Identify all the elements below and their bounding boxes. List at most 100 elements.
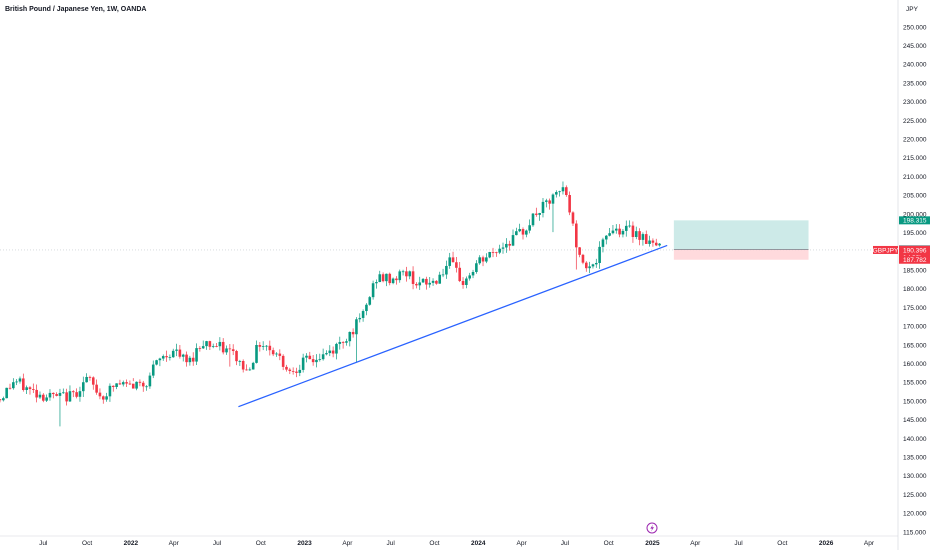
candle-body: [281, 355, 285, 367]
candle-body: [91, 377, 95, 385]
time-axis[interactable]: Jul Oct 2022 Apr Jul Oct 2023 Apr Jul Oct 2024 Apr J…: [0, 535, 898, 547]
candle-body: [375, 282, 378, 284]
candle-body: [88, 376, 92, 378]
candle-body: [125, 382, 128, 384]
candle-body: [411, 271, 415, 284]
price-tick-label: 180.000: [903, 286, 927, 293]
time-tick-label: Jul: [561, 540, 570, 547]
price-tick-label: 235.000: [903, 80, 927, 87]
price-tick-label: 250.000: [903, 24, 927, 31]
loss-zone[interactable]: [673, 249, 809, 260]
candle-body: [228, 348, 232, 350]
time-tick-label: Oct: [82, 540, 92, 547]
price-tick-label: 225.000: [903, 118, 927, 125]
candle-body: [385, 273, 388, 282]
candle-body: [634, 231, 638, 238]
candle-body: [315, 359, 318, 363]
candle-body: [371, 283, 375, 298]
candle-body: [501, 247, 505, 249]
candle-body: [594, 262, 598, 265]
candle-body: [301, 357, 305, 370]
candle-body: [405, 271, 408, 277]
candle-body: [268, 345, 272, 351]
candle-body: [255, 345, 258, 363]
candle-body: [68, 391, 72, 402]
candle-body: [521, 229, 525, 235]
candle-body: [465, 278, 468, 285]
candle-body: [215, 346, 218, 347]
price-tick-label: 215.000: [903, 155, 927, 162]
events-icon[interactable]: [646, 522, 658, 534]
candle-body: [5, 387, 8, 399]
candle-body: [161, 356, 165, 359]
candle-body: [608, 233, 611, 236]
candle-body: [568, 195, 571, 213]
candle-body: [508, 243, 511, 246]
candle-body: [318, 359, 322, 360]
candle-body: [644, 234, 648, 244]
candle-body: [628, 225, 631, 227]
chart-title: British Pound / Japanese Yen, 1W, OANDA: [5, 6, 146, 13]
candle-body: [128, 383, 132, 385]
candle-body: [614, 228, 618, 231]
candle-body: [548, 200, 551, 204]
candle-body: [601, 239, 605, 247]
candle-body: [61, 392, 65, 394]
candle-body: [338, 341, 342, 344]
long-position-tool[interactable]: [673, 220, 809, 260]
candle-body: [311, 359, 315, 363]
candle-body: [481, 257, 485, 262]
time-tick-label: Jul: [39, 540, 48, 547]
price-tick-label: 175.000: [903, 305, 927, 312]
candle-body: [584, 262, 588, 269]
candle-body: [418, 282, 422, 286]
candle-body: [431, 280, 435, 283]
candle-body: [441, 274, 445, 276]
candle-body: [581, 254, 585, 263]
candle-body: [28, 387, 32, 390]
time-tick-label: 2022: [124, 540, 139, 547]
candle-body: [551, 194, 555, 204]
symbol-tag: GBPJPY: [873, 245, 899, 254]
time-tick-label: Apr: [342, 540, 353, 547]
price-tick-label: 140.000: [903, 436, 927, 443]
time-tick-label: 2025: [645, 540, 660, 547]
candle-body: [71, 391, 75, 393]
price-tick-label: 135.000: [903, 454, 927, 461]
candle-body: [2, 398, 5, 401]
candle-body: [555, 192, 558, 195]
candle-body: [208, 341, 212, 347]
time-tick-label: Jul: [734, 540, 743, 547]
lightning-icon: [650, 524, 654, 532]
profit-zone[interactable]: [673, 220, 809, 250]
candle-body: [365, 304, 368, 312]
candle-body: [101, 396, 105, 400]
candle-body: [168, 357, 172, 359]
candle-body: [238, 361, 242, 362]
candle-body: [22, 378, 25, 391]
candle-body: [361, 311, 365, 318]
candle-body: [475, 263, 478, 272]
price-tag-label: 187.782: [903, 257, 927, 264]
candle-body: [388, 273, 392, 284]
candle-body: [111, 385, 115, 387]
candle-body: [461, 281, 465, 285]
candle-body: [0, 399, 2, 401]
price-axis[interactable]: JPY 115.000120.000125.000130.000135.0001…: [897, 0, 927, 550]
trendline[interactable]: [238, 244, 668, 408]
candle-body: [638, 231, 641, 240]
candle-body: [261, 346, 265, 347]
time-ticks: Jul Oct 2022 Apr Jul Oct 2023 Apr Jul Oct 2024 Apr J…: [39, 540, 875, 547]
candle-body: [565, 187, 568, 196]
candle-body: [241, 361, 245, 370]
candle-body: [32, 389, 35, 390]
candle-body: [85, 376, 88, 383]
price-tick-label: 120.000: [903, 511, 927, 518]
candle-body: [235, 351, 238, 362]
candle-body: [165, 356, 168, 358]
candle-body: [265, 345, 268, 347]
time-tick-label: 2024: [471, 540, 486, 547]
candle-body: [145, 386, 148, 388]
candle-body: [195, 348, 198, 362]
